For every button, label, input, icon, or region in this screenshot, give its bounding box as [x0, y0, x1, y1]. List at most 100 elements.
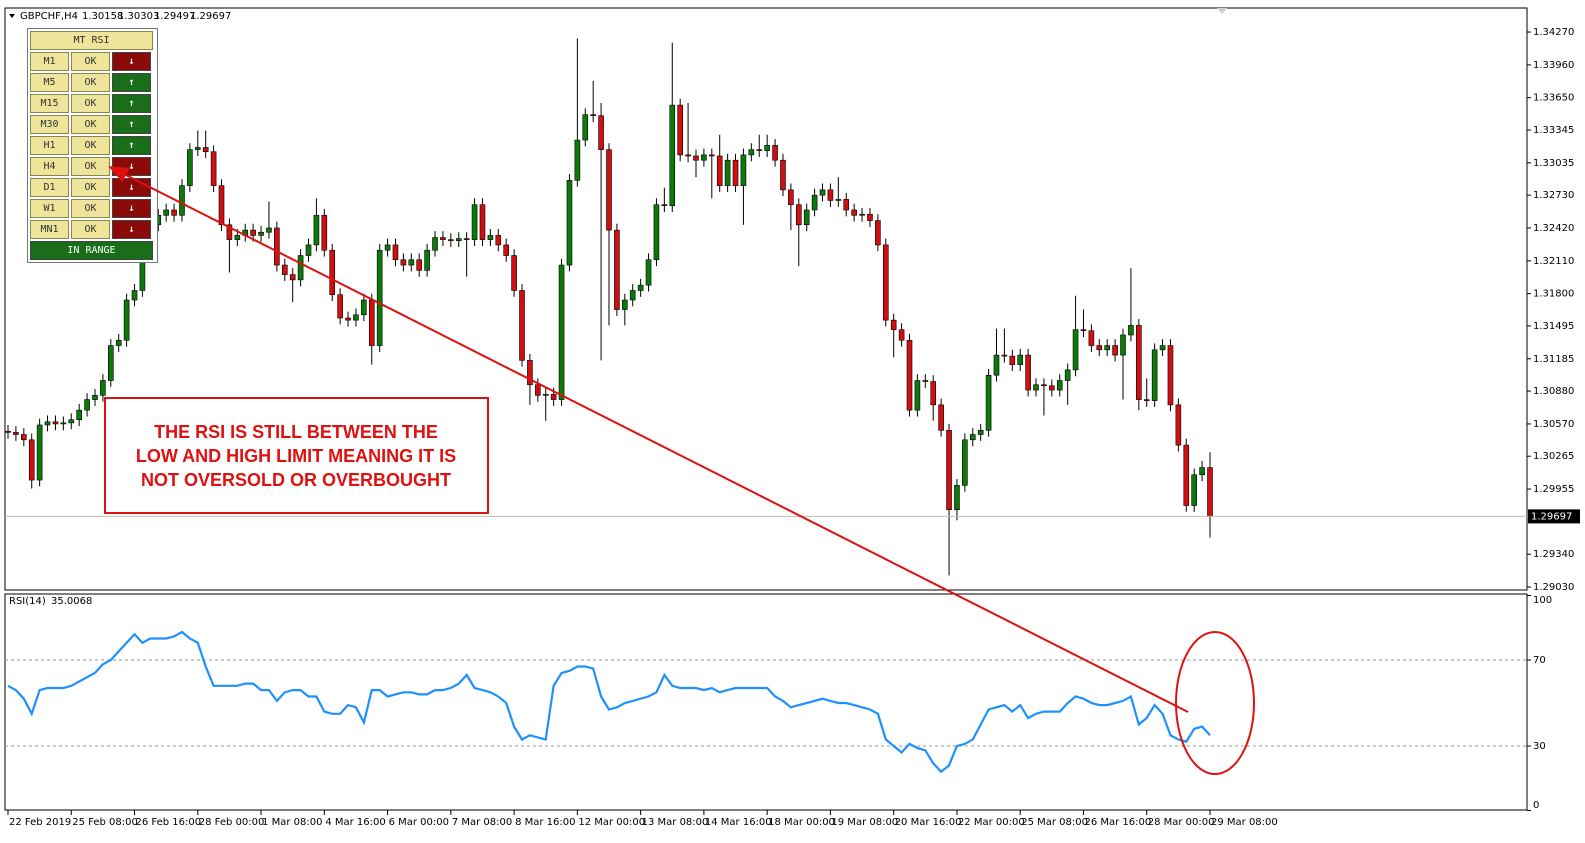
- x-tick-label: 7 Mar 08:00: [452, 817, 512, 828]
- candle-body: [1183, 444, 1190, 506]
- candle-body: [1175, 404, 1182, 446]
- widget-row: M30 OK ↑: [29, 114, 156, 135]
- widget-row: D1 OK ↓: [29, 177, 156, 198]
- candle-body: [28, 439, 35, 481]
- candle-body: [123, 299, 130, 341]
- candle-body: [368, 299, 375, 346]
- candle-body: [313, 214, 320, 246]
- widget-status: OK: [71, 178, 110, 197]
- widget-signal: ↓: [112, 199, 151, 218]
- candle-body: [606, 149, 612, 231]
- x-tick-label: 6 Mar 00:00: [389, 817, 449, 828]
- widget-tf: D1: [30, 178, 69, 197]
- candle-body: [954, 485, 960, 511]
- scroll-marker: [1217, 8, 1227, 14]
- candle-body: [179, 185, 185, 216]
- candle-body: [898, 329, 905, 341]
- widget-title: MT RSI: [30, 31, 153, 50]
- candle-body: [709, 154, 715, 157]
- candle-body: [44, 421, 51, 426]
- candle-body: [210, 151, 217, 186]
- candle-body: [843, 199, 850, 211]
- candle-body: [455, 238, 462, 241]
- candle-body: [274, 227, 280, 266]
- candle-body: [669, 104, 676, 207]
- candle-body: [716, 155, 723, 186]
- widget-status: OK: [71, 52, 110, 71]
- candle-body: [1041, 384, 1047, 387]
- candle-body: [1088, 330, 1095, 346]
- widget-tf: M1: [30, 52, 69, 71]
- candle-body: [835, 199, 842, 201]
- candle-body: [914, 380, 921, 411]
- x-tick-label: 25 Mar 08:00: [1021, 817, 1088, 828]
- x-tick-label: 22 Mar 00:00: [958, 817, 1025, 828]
- y-tick-label: 1.30265: [1533, 451, 1574, 462]
- widget-tf: M15: [30, 94, 69, 113]
- y-tick-label: 1.33960: [1533, 60, 1574, 71]
- candle-body: [226, 224, 233, 240]
- widget-row: H1 OK ↑: [29, 135, 156, 156]
- candle-body: [890, 319, 897, 330]
- widget-signal: ↑: [112, 73, 151, 92]
- rsi-tick-label: 30: [1533, 741, 1546, 752]
- candle-body: [740, 154, 747, 186]
- candle-body: [440, 237, 446, 240]
- widget-status: OK: [71, 73, 110, 92]
- candle-body: [21, 434, 27, 441]
- candle-body: [13, 432, 19, 435]
- widget-tf: H1: [30, 136, 69, 155]
- x-tick-label: 13 Mar 08:00: [642, 817, 709, 828]
- candle-body: [305, 244, 312, 256]
- candle-body: [1143, 399, 1150, 401]
- candle-body: [36, 424, 43, 481]
- candle-body: [795, 204, 802, 226]
- candle-body: [542, 393, 549, 396]
- widget-tf: H4: [30, 157, 69, 176]
- candle-body: [875, 220, 881, 246]
- widget-status: OK: [71, 220, 110, 239]
- candle-body: [345, 317, 351, 321]
- header-close: 1.29697: [190, 11, 231, 22]
- candle-body: [5, 431, 11, 433]
- widget-row: MN1 OK ↓: [29, 219, 156, 240]
- candle-body: [84, 399, 90, 411]
- candle-body: [1025, 354, 1031, 391]
- candle-body: [1096, 345, 1103, 351]
- y-tick-label: 1.31800: [1533, 289, 1574, 300]
- widget-signal: ↓: [112, 178, 151, 197]
- rsi-name: RSI(14): [9, 596, 46, 607]
- widget-status: OK: [71, 94, 110, 113]
- annotation-line: THE RSI IS STILL BETWEEN THE: [154, 422, 438, 442]
- candle-body: [527, 360, 533, 386]
- x-tick-label: 12 Mar 00:00: [578, 817, 645, 828]
- candle-body: [1207, 467, 1213, 517]
- candle-body: [859, 213, 865, 216]
- candle-body: [598, 115, 604, 150]
- widget-signal: ↑: [112, 115, 151, 134]
- y-tick-label: 1.33035: [1533, 158, 1574, 169]
- current-price-box: [1528, 509, 1580, 524]
- y-tick-label: 1.33345: [1533, 125, 1574, 136]
- candle-body: [977, 429, 984, 435]
- candle-body: [187, 149, 193, 186]
- candle-body: [582, 114, 589, 141]
- x-tick-label: 28 Mar 00:00: [1148, 817, 1215, 828]
- candle-body: [258, 231, 264, 236]
- candle-body: [361, 299, 367, 316]
- widget-footer: IN RANGE: [30, 241, 153, 260]
- candle-body: [764, 145, 770, 151]
- candle-body: [566, 180, 573, 266]
- rsi-tick-label: 70: [1533, 655, 1546, 666]
- candle-body: [519, 290, 525, 361]
- widget-status: OK: [71, 136, 110, 155]
- candle-body: [724, 159, 731, 186]
- widget-row: M15 OK ↑: [29, 93, 156, 114]
- candle-body: [115, 339, 122, 346]
- candle-body: [1104, 345, 1110, 351]
- widget-signal: ↑: [112, 136, 151, 155]
- rsi-current: 35.0068: [51, 596, 92, 607]
- candle-body: [289, 274, 296, 281]
- header-low: 1.29497: [154, 11, 195, 22]
